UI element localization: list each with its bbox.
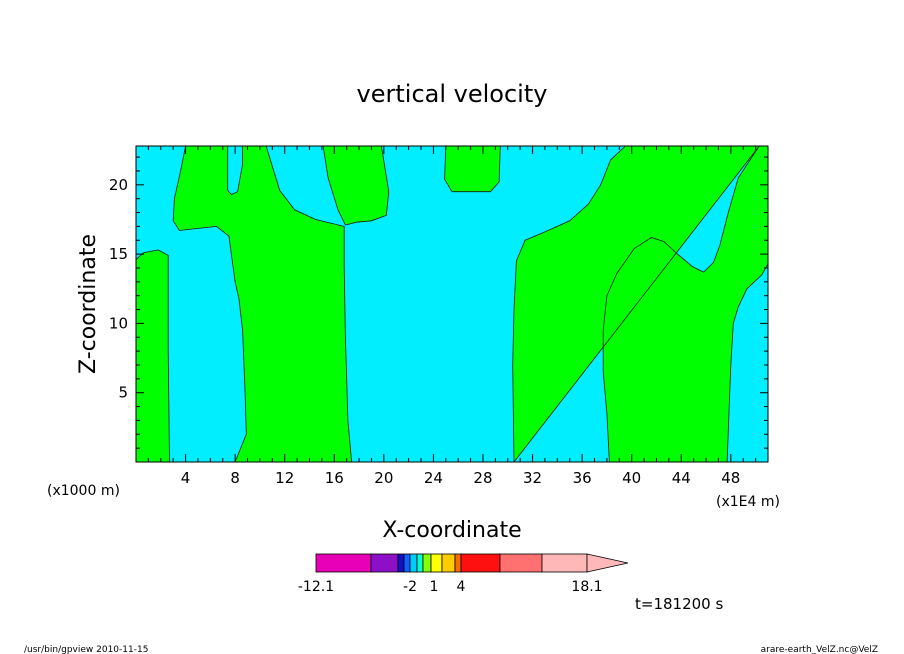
x-tick-label: 20 [374,469,393,487]
colorbar-label: 1 [430,579,439,595]
colorbar-labels: -12.1 -2 1 4 18.1 [298,579,603,595]
x-unit-left: (x1000 m) [47,483,120,499]
y-ticks: 5 10 15 20 [109,156,768,449]
colorbar-segment [403,553,411,573]
colorbar-segment [460,553,501,573]
y-tick-label: 20 [109,176,128,194]
positive-region-top-cell [444,146,501,193]
plot-area [135,145,769,463]
colorbar-segment [416,553,424,573]
x-tick-label: 8 [230,469,240,487]
positive-region-west-band [172,146,353,462]
x-tick-label: 48 [721,469,740,487]
colorbar-segment [454,553,462,573]
positive-region-left-edge [136,249,170,462]
x-tick-label: 4 [181,469,191,487]
colorbar-segment [499,553,543,573]
colorbar-label: -12.1 [298,579,334,595]
y-tick-label: 15 [109,245,128,263]
x-tick-label: 12 [275,469,294,487]
y-axis-label: Z-coordinate [76,234,101,374]
x-ticks: 4 8 12 16 20 24 28 32 36 40 44 48 [147,146,757,487]
colorbar-segment [370,553,399,573]
colorbar-arrow [586,553,629,573]
y-tick-label: 5 [118,384,128,402]
positive-region-east-band [512,146,768,462]
colorbar-label: 4 [457,579,466,595]
colorbar-segment [315,553,372,573]
colorbar-segment [441,553,456,573]
x-tick-label: 32 [523,469,542,487]
footer-left: /usr/bin/gpview 2010-11-15 [24,645,148,654]
x-unit-right: (x1E4 m) [716,494,780,510]
x-tick-label: 28 [473,469,492,487]
colorbar [315,553,629,573]
colorbar-segment [409,553,418,573]
y-tick-label: 10 [109,314,128,332]
x-tick-label: 16 [325,469,344,487]
time-label: t=181200 s [635,595,723,613]
colorbar-segment [397,553,405,573]
chart-title: vertical velocity [357,80,548,108]
footer-right: arare-earth_VelZ.nc@VelZ [761,645,878,654]
x-tick-label: 40 [622,469,641,487]
colorbar-segment [541,553,588,573]
x-tick-label: 24 [424,469,443,487]
plot-frame [135,145,769,463]
positive-region-upper-cell [322,146,390,226]
x-tick-label: 44 [672,469,691,487]
x-tick-label: 36 [573,469,592,487]
colorbar-label: -2 [403,579,417,595]
colorbar-segment [430,553,443,573]
colorbar-segment [422,553,432,573]
colorbar-label: 18.1 [571,579,602,595]
x-axis-label: X-coordinate [382,518,521,543]
positive-regions [136,146,768,462]
